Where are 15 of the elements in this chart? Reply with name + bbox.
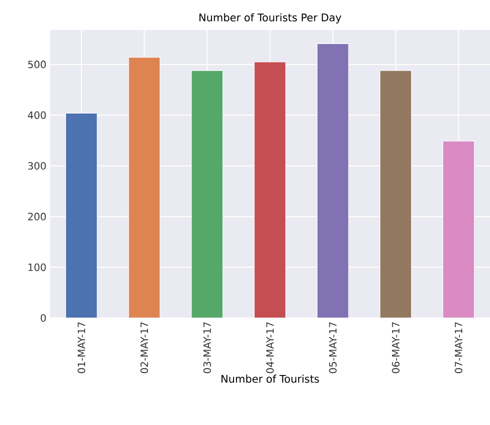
x-axis-title: Number of Tourists [222,374,319,383]
chart-title: Number of Tourists Per Day [199,13,342,24]
y-tick-label: 100 [28,263,46,272]
y-tick-label: 400 [28,111,46,119]
x-tick-label: 06-MAY-17 [392,322,400,374]
y-tick-label: 500 [28,60,46,68]
x-tick-label: 04-MAY-17 [266,322,274,374]
x-tick-label: 07-MAY-17 [454,322,462,374]
y-tick-label: 300 [28,162,46,170]
y-tick-label: 0 [40,314,46,322]
x-tick-label: 03-MAY-17 [203,322,211,374]
x-tick-label: 05-MAY-17 [329,322,337,374]
y-tick-label: 200 [28,212,46,220]
x-tick-label: 02-MAY-17 [140,322,148,374]
x-tick-label: 01-MAY-17 [78,322,86,374]
